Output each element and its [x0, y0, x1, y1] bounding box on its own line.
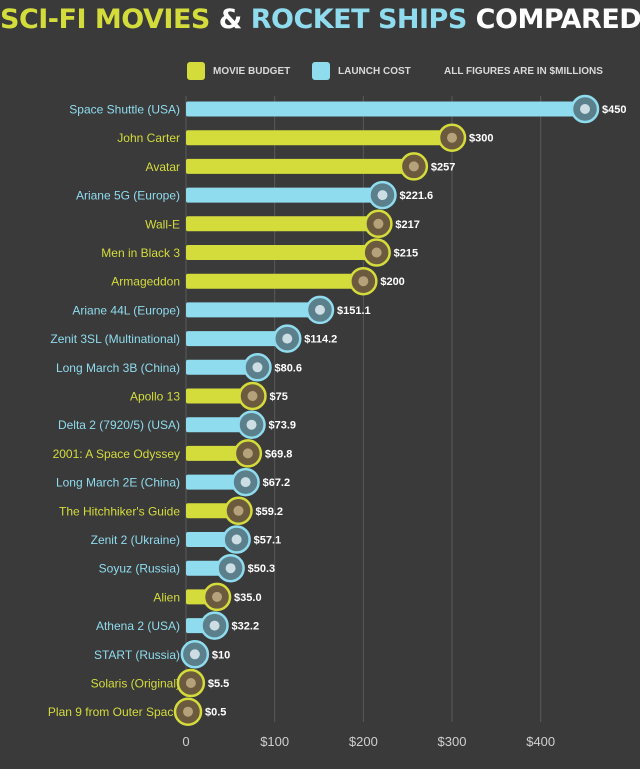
x-tick-label: $200 [349, 734, 378, 749]
value-label: $200 [380, 276, 404, 288]
thumbnail-highlight [209, 620, 220, 631]
bar-movie [186, 273, 364, 289]
category-label: Men in Black 3 [101, 246, 180, 260]
thumbnail-highlight [371, 247, 382, 258]
value-label: $57.1 [254, 535, 282, 547]
bar-rocket [186, 331, 288, 347]
category-label: Athena 2 (USA) [96, 619, 180, 633]
legend-rocket-swatch [312, 62, 330, 80]
legend-movie-label: MOVIE BUDGET [213, 66, 291, 77]
category-label: Long March 3B (China) [56, 361, 180, 375]
bar-rocket [186, 101, 586, 117]
value-label: $215 [394, 248, 418, 260]
thumbnail-highlight [231, 534, 242, 545]
thumbnail-highlight [580, 104, 591, 114]
legend-rocket-label: LAUNCH COST [338, 66, 411, 77]
value-label: $0.5 [205, 707, 226, 719]
bar-rocket [186, 302, 320, 318]
category-label: START (Russia) [94, 648, 180, 662]
legend-movie-swatch [187, 62, 205, 80]
title-ampersand: & [209, 4, 251, 35]
value-label: $257 [431, 161, 455, 173]
thumbnail-highlight [314, 304, 325, 315]
thumbnail-highlight [225, 563, 236, 574]
bar-rocket [186, 417, 252, 433]
x-tick-label: 0 [182, 734, 189, 749]
category-label: Plan 9 from Outer Space [48, 705, 180, 719]
bar-movie [186, 245, 377, 260]
value-label: $450 [602, 104, 626, 116]
value-label: $217 [395, 219, 419, 231]
value-label: $59.2 [255, 506, 283, 518]
category-label: Wall-E [145, 217, 180, 231]
value-label: $50.3 [248, 563, 276, 575]
category-label: Avatar [146, 160, 180, 174]
category-label: Armageddon [111, 275, 180, 289]
category-label: Ariane 5G (Europe) [76, 189, 180, 203]
category-label: Alien [153, 590, 180, 604]
category-label: Solaris (Original) [91, 677, 180, 691]
category-label: Soyuz (Russia) [99, 562, 180, 576]
category-label: Space Shuttle (USA) [69, 103, 180, 117]
thumbnail-highlight [447, 132, 458, 143]
thumbnail-highlight [377, 190, 388, 201]
thumbnail-highlight [252, 362, 263, 373]
title-rockets: ROCKET SHIPS [250, 4, 468, 35]
bar-movie [186, 216, 379, 232]
value-label: $10 [212, 649, 230, 661]
category-label: Apollo 13 [130, 390, 180, 404]
category-label: Delta 2 (7920/5) (USA) [58, 418, 180, 432]
x-tick-label: $100 [260, 734, 289, 749]
legend-units-note: ALL FIGURES ARE IN $MILLIONS [444, 66, 603, 77]
thumbnail-highlight [246, 419, 257, 430]
category-label: Ariane 44L (Europe) [72, 303, 180, 317]
category-label: Long March 2E (China) [56, 476, 180, 490]
value-label: $73.9 [269, 420, 297, 432]
value-label: $35.0 [234, 592, 262, 604]
value-label: $67.2 [263, 477, 291, 489]
legend: MOVIE BUDGET LAUNCH COST ALL FIGURES ARE… [0, 62, 640, 86]
chart-title: SCI-FI MOVIES & ROCKET SHIPS COMPARED [0, 4, 640, 35]
thumbnail-highlight [358, 276, 369, 287]
category-label: Zenit 3SL (Multinational) [50, 332, 180, 346]
bar-movie [186, 388, 253, 404]
category-label: 2001: A Space Odyssey [53, 447, 180, 461]
thumbnail-highlight [373, 218, 384, 229]
value-label: $5.5 [208, 678, 229, 690]
value-label: $32.2 [232, 621, 260, 633]
thumbnail-highlight [242, 448, 253, 459]
thumbnail-highlight [189, 649, 200, 660]
value-label: $151.1 [337, 305, 371, 317]
title-movies: SCI-FI MOVIES [0, 4, 210, 35]
bar-rocket [186, 187, 383, 203]
thumbnail-highlight [408, 161, 419, 172]
x-tick-label: $300 [438, 734, 467, 749]
bar-movie [186, 130, 453, 146]
value-label: $114.2 [304, 334, 337, 346]
x-tick-label: $400 [526, 734, 555, 749]
value-label: $69.8 [265, 448, 293, 460]
bar-movie [186, 158, 414, 174]
bar-rocket [186, 359, 258, 375]
thumbnail-highlight [183, 706, 193, 717]
thumbnail-highlight [185, 678, 196, 688]
thumbnail-highlight [240, 477, 251, 488]
bar-rocket [186, 474, 246, 490]
value-label: $221.6 [399, 190, 433, 202]
thumbnail-highlight [282, 333, 293, 344]
category-label: John Carter [117, 131, 180, 145]
category-label: Zenit 2 (Ukraine) [91, 533, 180, 547]
thumbnail-highlight [247, 391, 258, 401]
value-label: $300 [469, 133, 493, 145]
thumbnail-highlight [233, 505, 244, 516]
value-label: $75 [270, 391, 288, 403]
thumbnail-highlight [212, 591, 223, 602]
value-label: $80.6 [274, 362, 302, 374]
bar-movie [186, 445, 248, 461]
title-compared: COMPARED [466, 4, 640, 35]
category-label: The Hitchhiker's Guide [59, 504, 180, 518]
